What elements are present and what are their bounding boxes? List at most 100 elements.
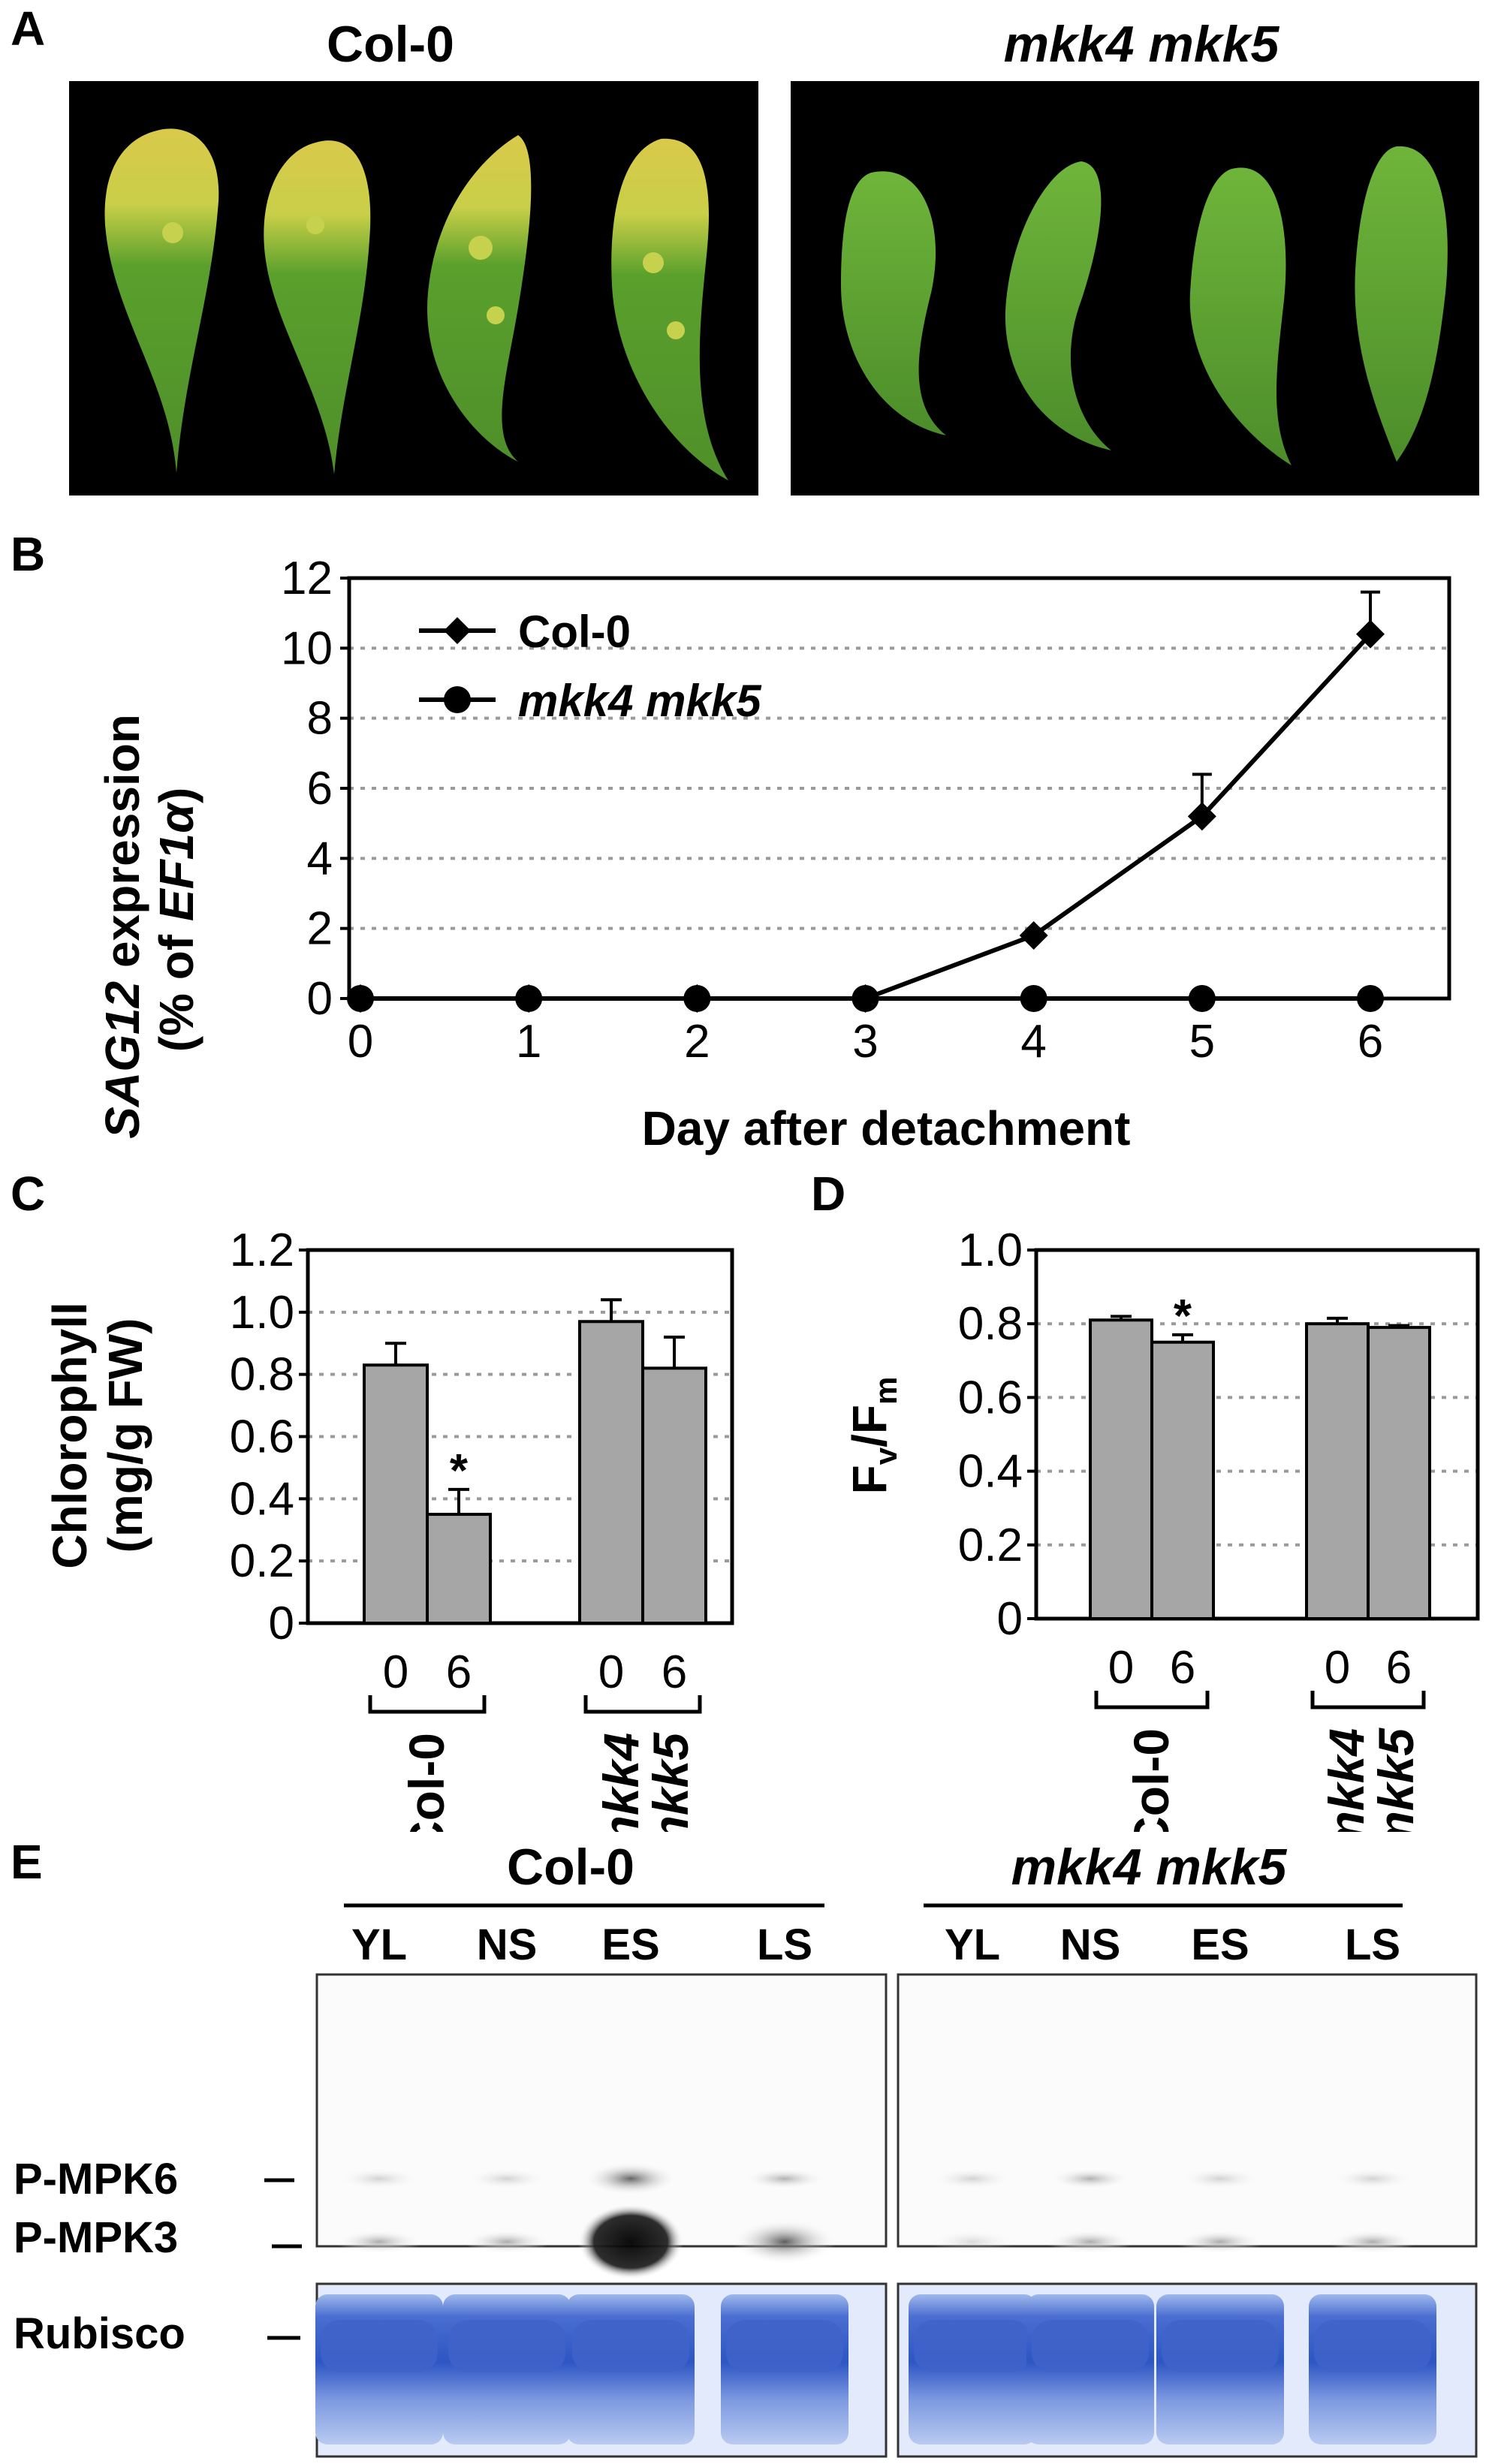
col0-leaves [104,128,728,480]
group-label-line: mkk5 [643,1732,698,1832]
band-p-mpk3 [732,2219,837,2264]
y-tick-label: 1.0 [958,1224,1023,1276]
lane-label-yl: YL [351,1920,407,1969]
data-point [1188,985,1216,1012]
plot-frame [1034,1248,1480,1621]
lane-label-yl: YL [945,1920,1000,1969]
rubisco-band-core [914,2320,1031,2372]
panel-letter-b: B [11,527,45,581]
data-point [515,985,543,1012]
legend-marker [444,617,471,644]
y-tick-label: 0.2 [230,1535,294,1587]
y-tick-label: 0 [997,1593,1023,1645]
band-p-mpk6 [466,2168,548,2189]
blot-mkk4-mkk5 [897,1973,1478,2248]
leaf-icon [1355,146,1448,462]
y-label-gene: SAG12 [95,968,149,1139]
day-label: 0 [598,1646,624,1698]
band-p-mpk6 [1331,2168,1414,2189]
day-label: 6 [1386,1642,1412,1694]
x-tick-label: 5 [1189,1016,1215,1068]
leaf-icon [841,171,946,435]
bar [641,1366,707,1625]
rubisco-band-core [1032,2320,1149,2372]
y-tick-label: 1.2 [230,1224,294,1276]
rubisco-band-core [726,2320,843,2372]
lane-label-es: ES [1191,1920,1249,1969]
group-label: Col-0 [399,1733,454,1832]
rubisco-band-core [572,2320,689,2372]
bar [1305,1322,1370,1620]
group-label: mkk4mkk5 [1319,1728,1424,1832]
y-label-line-2: (% of EF1α) [149,788,203,1053]
rubisco-band-core [1314,2320,1431,2372]
group-bracket [1094,1691,1210,1709]
band-p-mpk3 [1329,2230,1416,2254]
bar [578,1320,644,1625]
loading-label-rubisco: Rubisco [14,2309,185,2358]
panel-letter-d: D [811,1167,845,1221]
y-tick-label: 0.4 [230,1473,294,1525]
group-label: mkk4mkk5 [593,1732,698,1832]
blot-genotype-mkk4-mkk5: mkk4 mkk5 [1011,1839,1288,1896]
band-p-mpk6 [1179,2168,1261,2189]
y-tick-label: 0 [269,1598,294,1649]
band-p-mpk6 [743,2168,826,2189]
significance-mark: * [450,1445,469,1497]
y-tick-label: 0.6 [230,1411,294,1463]
band-p-mpk3 [463,2230,550,2254]
rubisco-band-core [1162,2320,1279,2372]
y-label-text: expression [95,714,149,968]
photo-genotype-mkk4-mkk5: mkk4 mkk5 [1004,16,1280,73]
panel-c-chart: C Chlorophyll(mg/g FW) 0 0.2 0.4 0.6 0.8 1.0 1.… [11,1167,734,1832]
day-label: 6 [662,1646,687,1698]
y-label-line: (mg/g FW) [98,1318,152,1553]
y-tick-label: 0.6 [958,1372,1023,1423]
data-point [1019,921,1048,950]
panel-letter-e: E [11,1835,43,1889]
blot-bands [336,2162,1416,2279]
rubisco-bands [315,2294,1436,2444]
legend-label: Col-0 [518,607,631,657]
y-label-line-1: SAG12 expression [95,714,149,1139]
y-tick-label: 0.8 [958,1298,1023,1350]
group-label-line: Col-0 [1123,1728,1179,1832]
x-tick-label: 2 [684,1016,710,1068]
panel-a: A Col-0 mkk4 mkk5 [11,2,1479,496]
y-label-subscript: m [868,1377,903,1405]
y-tick-label: 6 [307,763,333,815]
chart-x-axis-label: Day after detachment [642,1101,1131,1155]
day-label: 0 [1325,1642,1350,1694]
y-tick-label: 8 [307,693,333,745]
x-tick-label: 1 [516,1016,541,1068]
y-tick-label: 4 [307,833,333,884]
band-label-p-mpk6: P-MPK6 [14,2155,178,2203]
y-tick-label: 2 [307,903,333,955]
day-label: 6 [1170,1642,1195,1694]
x-tick-label: 4 [1020,1016,1046,1068]
band-p-mpk3 [1047,2230,1134,2254]
group-label: Col-0 [1123,1728,1179,1832]
panel-e-blot: E Col-0 mkk4 mkk5 YL NS ES LS YL NS ES LS P-MPK… [11,1835,1478,2458]
data-point [1356,619,1385,649]
group-label-line: mkk4 [593,1733,649,1832]
y-tick-label: 10 [281,622,333,674]
lane-labels: YL NS ES LS YL NS ES LS [351,1920,1400,1969]
y-tick-label: 0.8 [230,1349,294,1401]
band-p-mpk3 [578,2204,683,2279]
panel-letter-a: A [11,2,45,56]
lane-label-es: ES [601,1920,659,1969]
group-bracket [1310,1691,1426,1709]
x-tick-label: 6 [1358,1016,1383,1068]
panel-b-chart: B SAG12 expression (% of EF1α) 024681012… [11,527,1451,1155]
bar [363,1363,429,1625]
band-p-mpk6 [931,2168,1014,2189]
leaf-icon [1005,161,1111,450]
chart-y-axis-label: SAG12 expression (% of EF1α) [95,700,203,1138]
bar [1367,1326,1431,1621]
data-point [851,985,879,1012]
rubisco-band-core [321,2320,438,2372]
day-label: 0 [1108,1642,1134,1694]
